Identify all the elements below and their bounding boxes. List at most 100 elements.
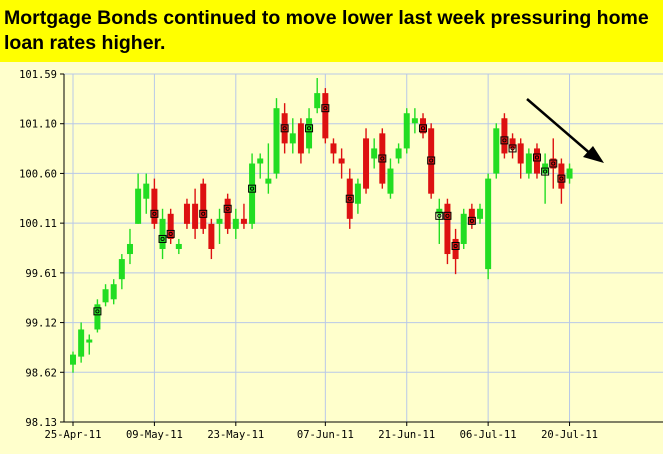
y-tick-label: 100.11 — [19, 218, 57, 230]
candle-body — [306, 118, 313, 149]
x-tick-label: 25-Apr-11 — [45, 429, 102, 441]
candle-body — [525, 153, 532, 174]
trend-arrow-line — [526, 98, 593, 156]
grid-lines — [60, 73, 663, 426]
candle-marker-box — [280, 124, 289, 133]
candle-marker-dot — [347, 196, 352, 201]
candle-body — [249, 163, 256, 224]
candle-marker-dot — [250, 186, 255, 191]
candlestick-chart: 101.59 101.10 100.60 100.11 99.61 99.12 98.62 9… — [0, 62, 663, 454]
candle-body — [420, 118, 427, 134]
candles — [70, 78, 573, 373]
candle-marker-box — [150, 209, 159, 218]
candle-marker-box — [532, 153, 541, 162]
chart-title: Mortgage Bonds continued to move lower l… — [4, 7, 649, 54]
candle-body — [322, 93, 329, 139]
candle-marker-box — [199, 209, 208, 218]
candle-marker-dot — [510, 146, 515, 151]
candle-body — [183, 203, 190, 224]
candle-marker-box — [435, 211, 444, 220]
candle-body — [102, 289, 109, 303]
candle-marker-dot — [437, 213, 442, 218]
candle-body — [509, 138, 516, 149]
candle-marker-dot — [534, 155, 540, 160]
candle-marker-dot — [307, 126, 312, 131]
candle-body — [371, 148, 378, 159]
candle-marker-box — [557, 174, 566, 183]
candle-marker-box — [541, 167, 550, 176]
candle-marker-dot — [420, 126, 426, 131]
candle-body — [200, 183, 207, 229]
y-tick-label: 101.10 — [19, 119, 57, 131]
candle-marker-dot — [282, 126, 287, 131]
candle-marker-box — [321, 104, 330, 113]
trend-arrow-head — [583, 146, 604, 163]
candle-marker-dot — [469, 218, 474, 223]
candle-body — [330, 143, 337, 154]
candle-marker-box — [549, 159, 558, 168]
candle-body — [493, 128, 500, 174]
y-tick-label: 98.13 — [25, 417, 57, 429]
candle-marker-dot — [559, 176, 564, 181]
candle-marker-dot — [429, 158, 434, 163]
candle-body — [232, 218, 239, 229]
candle-body — [78, 329, 85, 357]
plot-background — [0, 62, 663, 454]
candle-marker-box — [93, 307, 102, 316]
candle-marker-box — [419, 124, 428, 133]
candle-marker-box — [158, 234, 167, 243]
candle-body — [216, 218, 223, 224]
candle-marker-dot — [543, 169, 548, 174]
x-tick-label: 20-Jul-11 — [541, 429, 598, 441]
candle-body — [126, 243, 133, 255]
candle-marker-dot — [152, 211, 157, 216]
candle-marker-dot — [551, 161, 556, 166]
candle-body — [468, 208, 475, 224]
x-tick-label: 06-Jul-11 — [460, 429, 517, 441]
candle-body — [289, 133, 296, 144]
candle-body — [159, 218, 166, 250]
candle-marker-box — [467, 216, 476, 225]
x-tick-label: 07-Jun-11 — [297, 429, 354, 441]
candle-marker-box — [427, 156, 436, 165]
candle-marker-dot — [380, 156, 385, 161]
y-tick-label: 100.60 — [19, 168, 57, 180]
candle-body — [444, 203, 451, 255]
candle-body — [273, 108, 280, 174]
title-band: Mortgage Bonds continued to move lower l… — [0, 0, 663, 62]
candle-marker-dot — [225, 206, 230, 211]
candle-body — [94, 304, 101, 330]
candle-body — [297, 123, 304, 154]
candle-marker-box — [345, 194, 354, 203]
candle-marker-box — [451, 241, 460, 250]
candle-body — [395, 148, 402, 159]
candle-body — [224, 198, 231, 229]
trend-arrow-icon — [526, 98, 604, 163]
candle-marker-dot — [95, 309, 100, 314]
candle-body — [558, 163, 565, 189]
candle-body — [346, 178, 353, 219]
candle-marker-dot — [445, 213, 450, 218]
candle-body — [517, 143, 524, 164]
y-tick-label: 101.59 — [19, 69, 57, 81]
x-tick-label: 21-Jun-11 — [378, 429, 435, 441]
y-tick-label: 99.12 — [25, 318, 57, 330]
candle-body — [257, 158, 264, 164]
candle-body — [240, 218, 247, 224]
candle-body — [192, 203, 199, 229]
candle-body — [411, 118, 418, 124]
candle-body — [118, 259, 125, 280]
candle-body — [363, 138, 370, 189]
candle-marker-dot — [323, 106, 328, 111]
candle-body — [403, 113, 410, 149]
candle-body — [70, 354, 76, 365]
y-axis: 101.59 101.10 100.60 100.11 99.61 99.12 98.62 9… — [19, 69, 57, 429]
candle-body — [460, 213, 467, 244]
candle-body — [143, 183, 150, 199]
candle-marker-dot — [168, 231, 173, 236]
candle-marker-box — [223, 204, 232, 213]
candle-body — [208, 223, 215, 250]
candle-body — [566, 168, 573, 179]
candle-body — [338, 158, 345, 164]
candle-body — [281, 113, 288, 144]
